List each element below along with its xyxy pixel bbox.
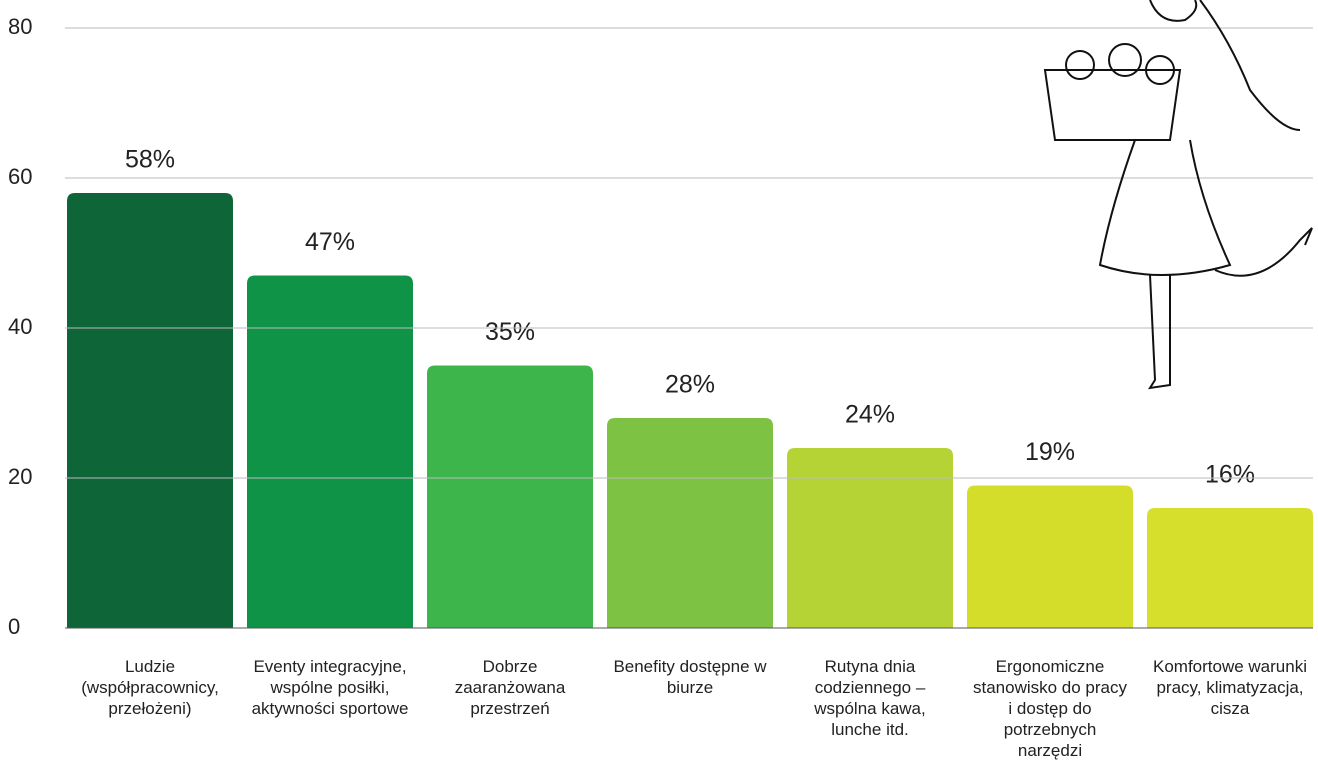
x-tick-label: Ludzie (współpracownicy, przełożeni) xyxy=(81,657,219,718)
value-label: 47% xyxy=(305,228,355,256)
y-tick-label: 60 xyxy=(8,164,32,189)
y-tick-label: 20 xyxy=(8,464,32,489)
bar xyxy=(607,418,773,628)
illustration-head xyxy=(1149,0,1198,22)
x-tick-label: Dobrze zaaranżowana przestrzeń xyxy=(454,657,566,718)
x-tick-label: Benefity dostępne w biurze xyxy=(613,657,767,697)
illustration xyxy=(1043,0,1313,390)
illustration-dress xyxy=(1098,139,1232,276)
x-tick-label: Ergonomiczne stanowisko do pracy i dostę… xyxy=(972,657,1128,760)
illustration-leg xyxy=(1148,274,1171,390)
y-tick-label: 80 xyxy=(8,14,32,39)
x-tick-label: Komfortowe warunki pracy, klimatyzacja, … xyxy=(1152,657,1307,718)
bar xyxy=(787,448,953,628)
bar xyxy=(247,275,413,628)
illustration-leg xyxy=(1214,227,1313,277)
value-label: 24% xyxy=(845,401,895,429)
illustration-hair xyxy=(1199,0,1301,131)
illustration-fruit xyxy=(1145,55,1175,85)
value-label: 28% xyxy=(665,371,715,399)
value-label: 16% xyxy=(1205,461,1255,489)
bar xyxy=(1147,508,1313,628)
bar xyxy=(67,193,233,628)
illustration-fruit xyxy=(1108,43,1142,77)
x-tick-label: Eventy integracyjne, wspólne posiłki, ak… xyxy=(251,657,409,718)
y-tick-label: 0 xyxy=(8,614,20,639)
illustration-basket xyxy=(1043,69,1182,141)
value-label: 19% xyxy=(1025,438,1075,466)
illustration-fruit xyxy=(1065,50,1095,80)
x-tick-label: Rutyna dnia codziennego – wspólna kawa, … xyxy=(814,657,926,739)
bar xyxy=(967,485,1133,628)
bar xyxy=(427,365,593,628)
value-label: 35% xyxy=(485,318,535,346)
y-tick-label: 40 xyxy=(8,314,32,339)
value-label: 58% xyxy=(125,146,175,174)
